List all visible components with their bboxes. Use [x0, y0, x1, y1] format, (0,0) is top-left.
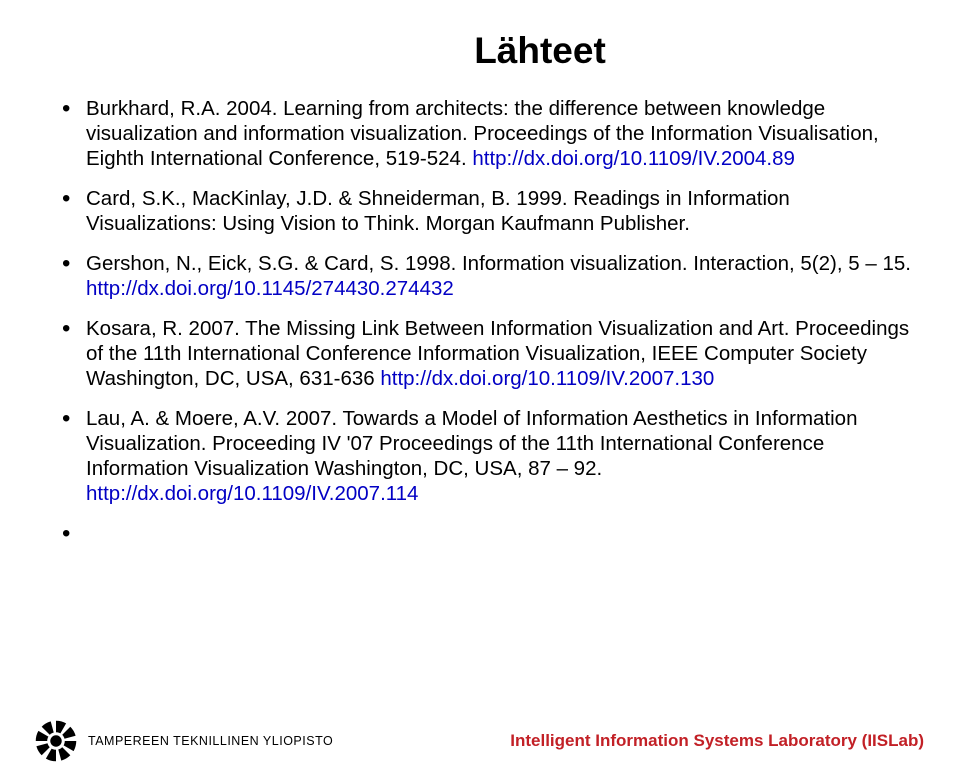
ref-link[interactable]: http://dx.doi.org/10.1145/274430.274432	[86, 277, 454, 300]
reference-item: Lau, A. & Moere, A.V. 2007. Towards a Mo…	[60, 406, 920, 506]
lab-name: Intelligent Information Systems Laborato…	[510, 731, 924, 751]
ref-link[interactable]: http://dx.doi.org/10.1109/IV.2004.89	[472, 147, 795, 170]
ref-text: Gershon, N., Eick, S.G. & Card, S. 1998.…	[86, 252, 911, 275]
university-logo: TAMPEREEN TEKNILLINEN YLIOPISTO	[34, 719, 333, 763]
reference-list: Burkhard, R.A. 2004. Learning from archi…	[60, 96, 920, 506]
slide-body: Lähteet Burkhard, R.A. 2004. Learning fr…	[0, 0, 960, 506]
ref-link[interactable]: http://dx.doi.org/10.1109/IV.2007.130	[380, 367, 714, 390]
gear-icon	[34, 719, 78, 763]
ref-link[interactable]: http://dx.doi.org/10.1109/IV.2007.114	[86, 482, 418, 505]
reference-item: Card, S.K., MacKinlay, J.D. & Shneiderma…	[60, 186, 920, 236]
slide-footer: TAMPEREEN TEKNILLINEN YLIOPISTO Intellig…	[0, 715, 960, 767]
slide-title: Lähteet	[160, 30, 920, 72]
reference-item: Kosara, R. 2007. The Missing Link Betwee…	[60, 316, 920, 391]
reference-item: Gershon, N., Eick, S.G. & Card, S. 1998.…	[60, 251, 920, 301]
ref-text: Card, S.K., MacKinlay, J.D. & Shneiderma…	[86, 187, 790, 235]
ref-text: Lau, A. & Moere, A.V. 2007. Towards a Mo…	[86, 407, 857, 480]
university-name: TAMPEREEN TEKNILLINEN YLIOPISTO	[88, 734, 333, 748]
reference-item: Burkhard, R.A. 2004. Learning from archi…	[60, 96, 920, 171]
